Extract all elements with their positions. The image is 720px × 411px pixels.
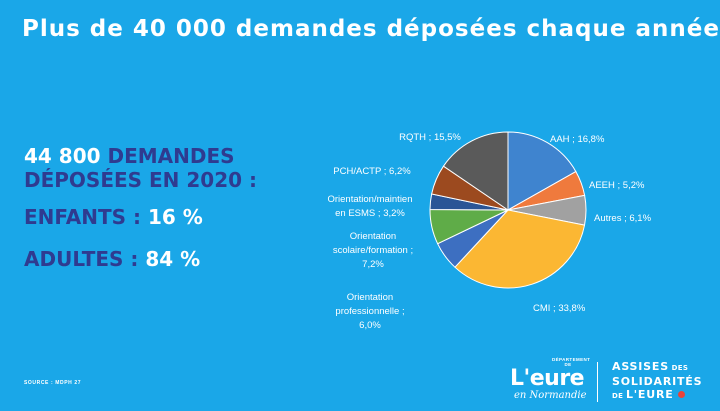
pie-label-cmi: CMI ; 33,8% [533,303,586,314]
total-requests-number: 44 800 [24,144,101,168]
assises-line1: ASSISES [612,360,669,373]
assises-line2: SOLIDARITÉS [612,375,703,388]
total-requests-label-2: DÉPOSÉES EN 2020 : [24,168,258,192]
eure-logo: DÉPARTEMENT DE L'eure en Normandie [504,357,591,403]
total-requests-label: DEMANDES [100,144,235,168]
adultes-value: 84 % [145,247,201,271]
assises-line3-small: DE [612,392,626,400]
enfants-stat: ENFANTS : 16 % [24,205,257,229]
eure-logo-sub: en Normandie [514,390,587,401]
adultes-label: ADULTES : [24,247,146,271]
pie-slice-rqth [442,131,509,211]
pie-label-pch-actp: PCH/ACTP ; 6,2% [333,166,411,177]
stats-line-1: 44 800 DEMANDES [24,144,257,168]
pie-label-aeeh: AEEH ; 5,2% [589,180,645,191]
assises-line1-small: DES [668,364,689,372]
pie-slice-cmi [454,209,586,289]
pie-label-rqth: RQTH ; 15,5% [399,132,461,143]
eure-logo-main: L'eure [510,366,585,391]
pie-label-orientation-maintien-en-esms: Orientation/maintien en ESMS ; 3,2% [327,194,412,219]
pie-label-autres: Autres ; 6,1% [594,213,652,224]
enfants-label: ENFANTS : [24,205,148,229]
source-note: SOURCE : MDPH 27 [24,380,82,386]
adultes-stat: ADULTES : 84 % [24,247,257,271]
assises-logo: ASSISES DES SOLIDARITÉS DE L'EURE [612,360,702,403]
assises-line3: L'EURE [625,388,674,401]
page-title: Plus de 40 000 demandes déposées chaque … [22,16,720,42]
stats-block: 44 800 DEMANDES DÉPOSÉES EN 2020 : ENFAN… [24,144,257,271]
assises-dot-icon [678,391,686,398]
pie-label-aah: AAH ; 16,8% [550,134,605,145]
pie-label-orientation-scolaire-formation: Orientation scolaire/formation ; 7,2% [333,231,413,270]
pie-chart: AAH ; 16,8% AEEH ; 5,2% Autres ; 6,1% CMI ;… [327,131,652,331]
enfants-value: 16 % [147,205,203,229]
pie-label-orientation-professionnelle: Orientation professionnelle ; 6,0% [335,292,404,331]
logo-divider [597,362,598,402]
pie-slice-aah [507,131,577,211]
eure-logo-dept: DÉPARTEMENT DE [552,357,591,367]
